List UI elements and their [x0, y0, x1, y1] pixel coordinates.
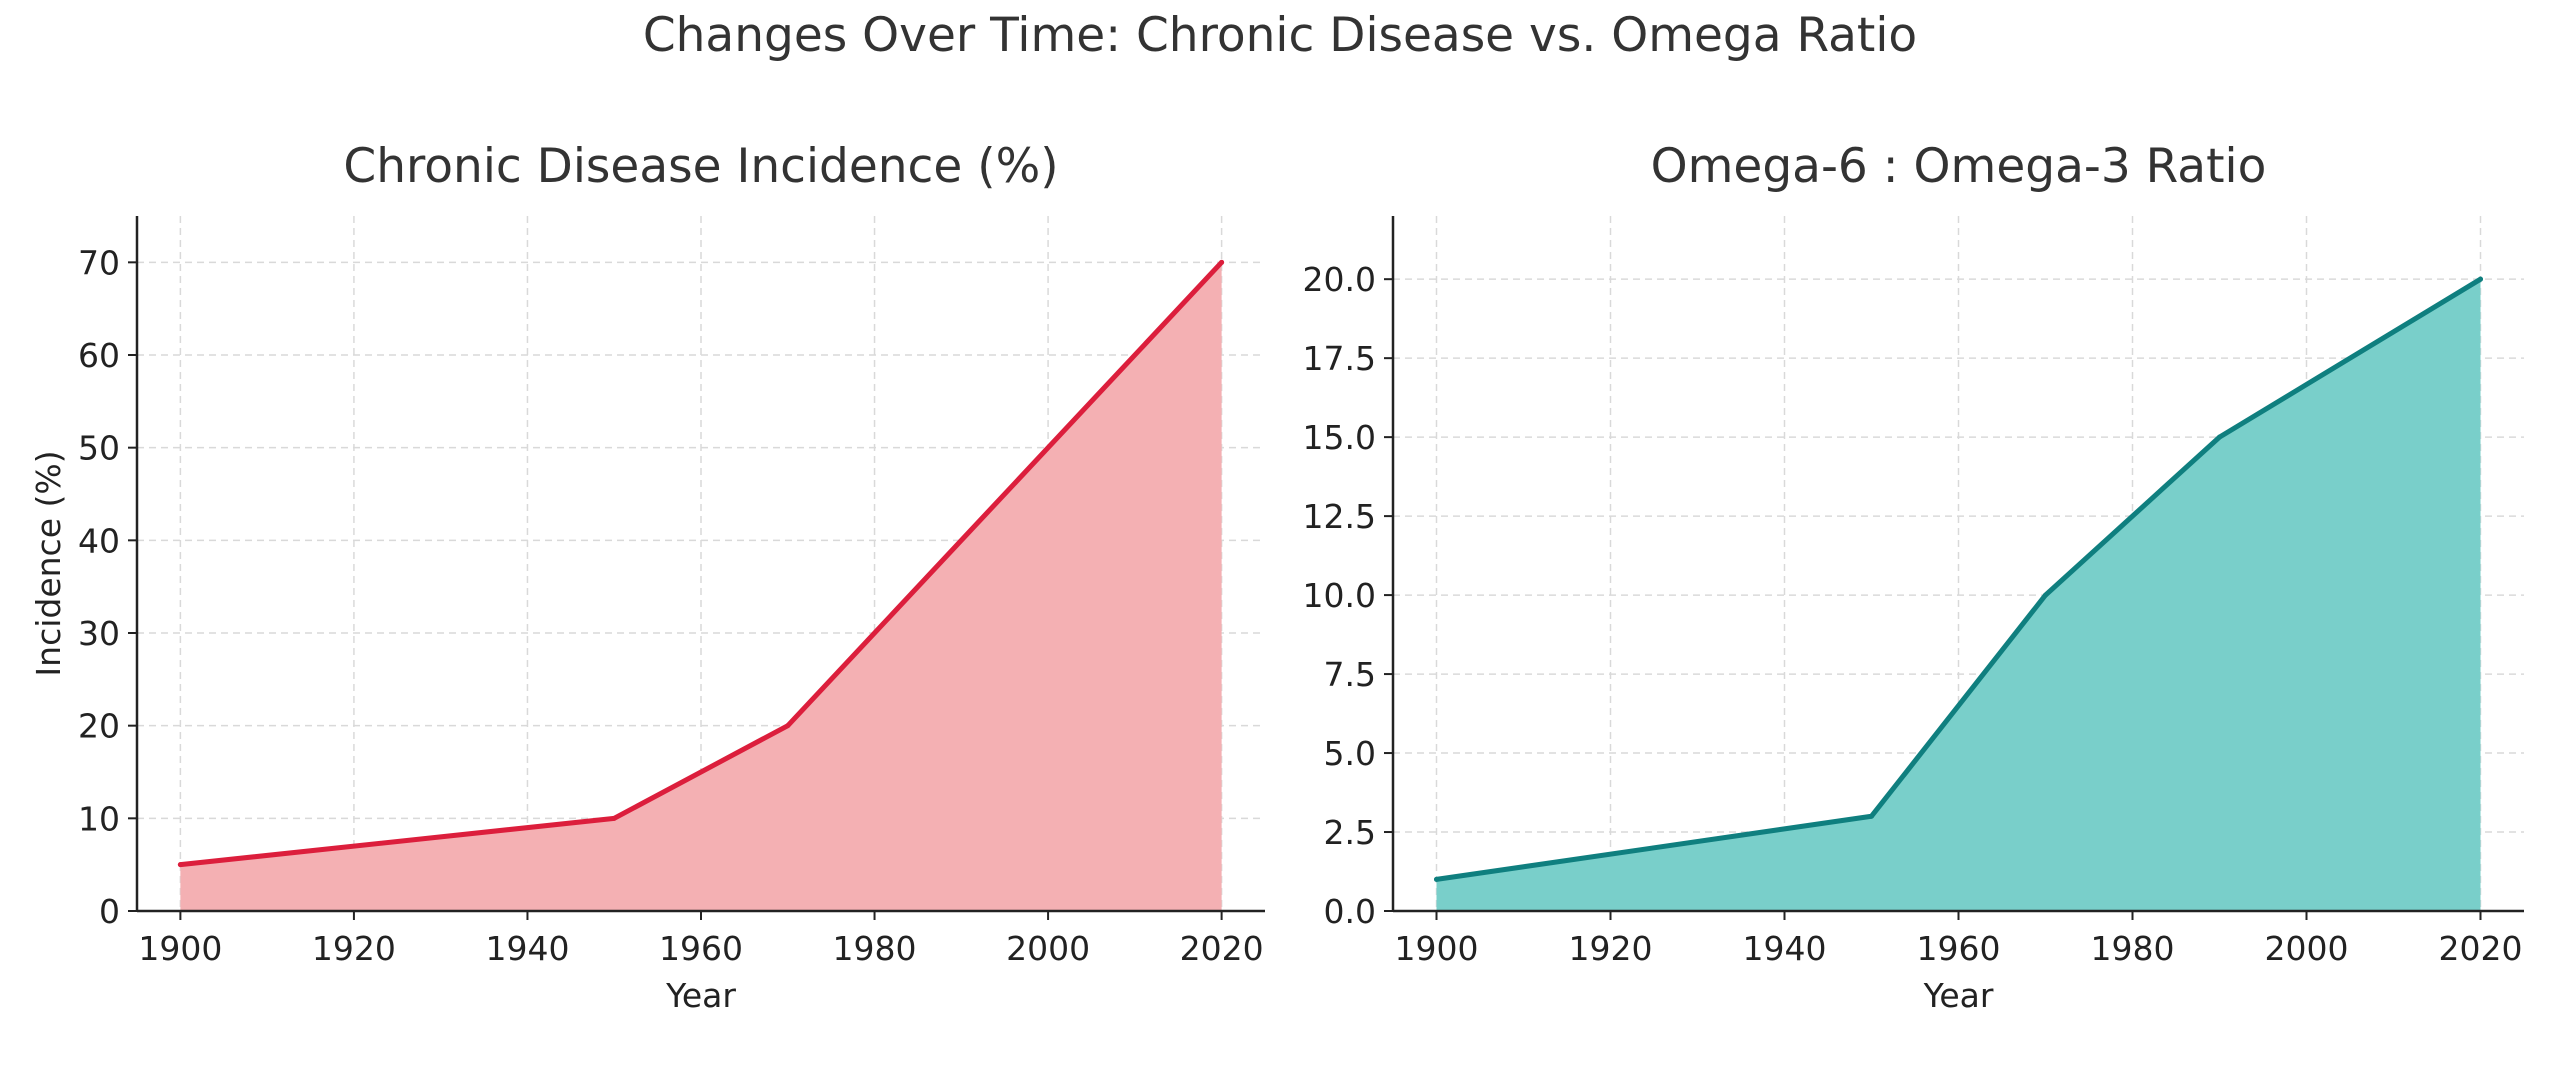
panel2-ytick-label-1: 2.5	[1324, 813, 1376, 852]
panel2-ytick-label-3: 7.5	[1324, 655, 1376, 694]
panel2-title: Omega-6 : Omega-3 Ratio	[1651, 139, 2267, 194]
panel1-title: Chronic Disease Incidence (%)	[343, 139, 1058, 194]
panel2-xtick-label-2000: 2000	[2265, 929, 2349, 968]
panel2-xtick-label-1980: 1980	[2091, 929, 2175, 968]
panel1-ytick-label-4: 40	[78, 521, 120, 560]
panel2-xtick-label-2020: 2020	[2439, 929, 2523, 968]
panel1-ytick-label-3: 30	[78, 614, 120, 653]
panel2-data-point-1990	[2217, 434, 2222, 440]
panel1-xtick-label-2000: 2000	[1006, 929, 1090, 968]
panel2-data-point-2020	[2478, 276, 2483, 282]
panel1-xtick-label-1940: 1940	[485, 929, 569, 968]
panel1-ytick-label-7: 70	[78, 243, 120, 282]
panel1-data-point-2020	[1219, 259, 1225, 265]
panel2-data-point-1950	[1869, 813, 1874, 819]
panel1-xtick-label-1920: 1920	[312, 929, 396, 968]
panel1-ytick-label-1: 10	[78, 799, 120, 838]
panel1-ytick-label-2: 20	[78, 707, 120, 746]
panel1-data-point-1950	[611, 815, 617, 821]
panel2-xtick-label-1900: 1900	[1395, 929, 1479, 968]
panel1-xtick-label-1900: 1900	[138, 929, 222, 968]
panel1-xlabel: Year	[665, 976, 736, 1015]
panel1-data-point-1900	[177, 862, 183, 868]
panel2-ytick-label-0: 0.0	[1324, 892, 1376, 931]
panel1-ytick-label-6: 60	[78, 336, 120, 375]
figure-title: Changes Over Time: Chronic Disease vs. O…	[642, 8, 1918, 63]
panel1-series-line	[177, 259, 1225, 868]
panel2-data-point-1900	[1434, 876, 1439, 882]
panel1-ylabel: Incidence (%)	[29, 450, 68, 676]
panel2-ytick-label-2: 5.0	[1324, 734, 1376, 773]
panel1-xtick-label-1960: 1960	[659, 929, 743, 968]
panel2-xtick-label-1940: 1940	[1743, 929, 1827, 968]
panel1-data-point-1970	[785, 723, 791, 729]
panel2-ytick-label-7: 17.5	[1303, 339, 1376, 378]
panel2-ytick-label-6: 15.0	[1303, 418, 1376, 457]
panel1-area-fill	[180, 262, 1222, 911]
panel2-xtick-label-1960: 1960	[1917, 929, 2001, 968]
panel2-xlabel: Year	[1923, 976, 1994, 1015]
panel1-ytick-label-5: 50	[78, 429, 120, 468]
panel1-ytick-label-0: 0	[99, 892, 120, 931]
panel1-xtick-label-2020: 2020	[1180, 929, 1264, 968]
panel2-data-point-1970	[2043, 592, 2048, 598]
panel2-xtick-label-1920: 1920	[1569, 929, 1653, 968]
panel2-ytick-label-4: 10.0	[1303, 576, 1376, 615]
panel1-xtick-label-1980: 1980	[833, 929, 917, 968]
panel2-ytick-label-5: 12.5	[1303, 497, 1376, 536]
panel2-ytick-label-8: 20.0	[1303, 260, 1376, 299]
